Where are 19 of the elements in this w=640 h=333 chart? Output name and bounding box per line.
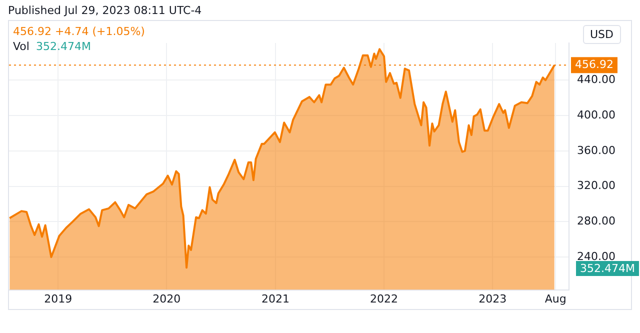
x-tick-label: 2020 <box>152 292 181 306</box>
text: 352.474M <box>576 261 639 276</box>
annotation: Vol <box>13 40 30 53</box>
x-tick-label: 2019 <box>44 292 72 306</box>
ref-line-label: 456.92 <box>575 58 614 72</box>
x-tick-label: Aug <box>544 292 566 306</box>
y-tick-label: 320.00 <box>577 179 616 192</box>
text: USD <box>583 25 621 44</box>
y-tick-label: 360.00 <box>577 144 616 157</box>
text: Published Jul 29, 2023 08:11 UTC-4 <box>8 4 202 17</box>
x-tick-label: 2022 <box>370 292 398 306</box>
x-tick-label: 2021 <box>261 292 290 306</box>
y-tick-label: 280.00 <box>577 214 616 228</box>
annotation: 352.474M <box>36 40 91 53</box>
text: 456.92 +4.74 (+1.05%) <box>13 25 145 38</box>
y-tick-label: 440.00 <box>577 73 616 86</box>
y-tick-label: 240.00 <box>577 250 616 263</box>
y-tick-label: 400.00 <box>577 108 616 122</box>
x-tick-label: 2023 <box>478 292 507 306</box>
